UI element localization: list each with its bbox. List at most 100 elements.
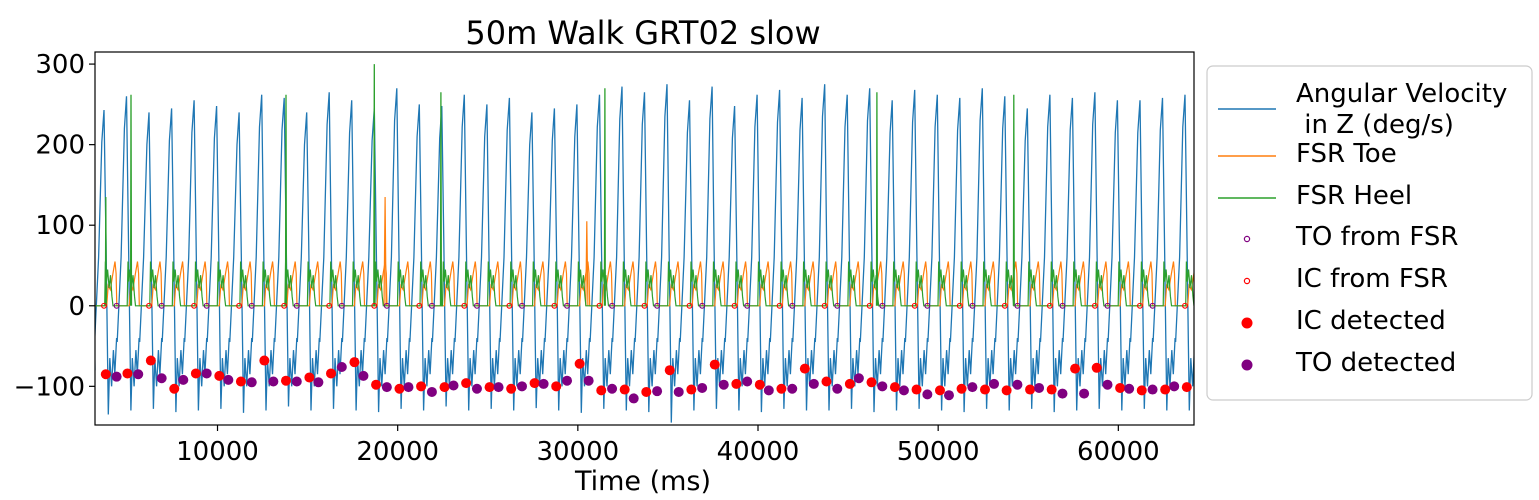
ic-from-fsr-point bbox=[911, 302, 918, 309]
to-detected-point bbox=[336, 361, 347, 372]
ic-detected-point bbox=[484, 382, 495, 393]
to-from-fsr-point bbox=[113, 302, 120, 309]
y-axis: −100 0 100 200 300 bbox=[14, 50, 95, 402]
to-detected-point bbox=[493, 382, 504, 393]
legend-label: TO detected bbox=[1295, 348, 1456, 378]
x-tick-label: 20000 bbox=[356, 437, 439, 467]
ic-detected-point bbox=[190, 368, 201, 379]
to-detected-point bbox=[967, 382, 978, 393]
ic-from-fsr-point bbox=[101, 302, 107, 309]
to-from-fsr-point bbox=[428, 302, 435, 309]
ic-from-fsr-point bbox=[956, 302, 963, 309]
to-detected-point bbox=[1034, 382, 1045, 393]
to-detected-point bbox=[808, 378, 819, 389]
legend-label: Angular Velocity in Z (deg/s) bbox=[1296, 79, 1507, 140]
to-detected-point bbox=[133, 369, 144, 380]
to-detected-point bbox=[156, 373, 167, 384]
legend-label: IC detected bbox=[1296, 306, 1446, 336]
ic-detected-point bbox=[326, 368, 337, 379]
ic-detected-point bbox=[1115, 382, 1126, 393]
ic-detected-point bbox=[980, 384, 991, 395]
ic-from-fsr-point bbox=[1137, 302, 1143, 309]
ic-detected-point bbox=[461, 378, 472, 389]
ic-detected-point bbox=[776, 383, 787, 394]
to-detected-point bbox=[516, 381, 527, 392]
fsr-heel-spike bbox=[373, 64, 376, 306]
to-detected-point bbox=[201, 368, 212, 379]
to-from-fsr-point bbox=[1104, 302, 1111, 309]
legend-box bbox=[1206, 65, 1533, 401]
ic-from-fsr-point bbox=[1001, 302, 1008, 309]
to-from-fsr-point bbox=[1059, 302, 1066, 309]
ic-detected-point bbox=[304, 372, 315, 383]
ic-detected-point bbox=[214, 370, 225, 381]
fsr-heel-spike bbox=[439, 92, 443, 306]
to-detected-point bbox=[562, 375, 573, 386]
to-from-fsr-point bbox=[1014, 302, 1021, 309]
legend-marker bbox=[1241, 317, 1253, 329]
to-detected-point bbox=[607, 383, 618, 394]
ic-detected-point bbox=[664, 365, 675, 376]
x-tick-label: 60000 bbox=[1077, 437, 1160, 467]
to-from-fsr-point bbox=[519, 302, 525, 309]
ic-detected-point bbox=[1025, 384, 1036, 395]
ic-from-fsr-point bbox=[281, 302, 288, 309]
ic-detected-point bbox=[122, 368, 133, 379]
plot-frame bbox=[94, 51, 1195, 426]
ic-detected-point bbox=[371, 379, 382, 390]
ic-detected-point bbox=[394, 383, 405, 394]
ic-detected-point bbox=[686, 384, 697, 395]
to-detected-point bbox=[697, 382, 708, 393]
y-tick-label: 300 bbox=[35, 50, 85, 80]
legend-label: IC from FSR bbox=[1296, 264, 1448, 294]
to-from-fsr-point bbox=[654, 302, 661, 309]
ic-detected-point bbox=[439, 382, 450, 393]
to-detected-point bbox=[1012, 379, 1023, 390]
ic-detected-point bbox=[619, 384, 630, 395]
ic-detected-point bbox=[709, 359, 720, 370]
x-tick-label: 50000 bbox=[897, 437, 980, 467]
ic-from-fsr-point bbox=[461, 302, 468, 309]
ic-detected-point bbox=[349, 357, 360, 368]
ic-detected-point bbox=[1091, 362, 1102, 373]
ic-from-fsr-point bbox=[506, 302, 513, 309]
ic-from-fsr-point bbox=[821, 302, 828, 309]
ic-detected-point bbox=[259, 355, 270, 366]
to-detected-point bbox=[313, 377, 324, 388]
ic-from-fsr-point bbox=[641, 302, 648, 309]
to-from-fsr-point bbox=[744, 302, 751, 309]
ic-detected-point bbox=[100, 369, 111, 380]
to-from-fsr-point bbox=[473, 302, 480, 309]
ic-detected-point bbox=[574, 358, 585, 369]
ic-detected-point bbox=[956, 383, 967, 394]
to-detected-point bbox=[448, 380, 459, 391]
to-detected-point bbox=[223, 374, 234, 385]
to-detected-point bbox=[1102, 379, 1113, 390]
legend-marker bbox=[1241, 359, 1253, 371]
ic-detected-point bbox=[641, 386, 652, 397]
to-detected-point bbox=[652, 386, 663, 397]
to-detected-point bbox=[628, 393, 639, 404]
legend-label: TO from FSR bbox=[1295, 222, 1458, 252]
points-layer bbox=[100, 302, 1192, 404]
to-from-fsr-point bbox=[1149, 302, 1156, 309]
chart-title: 50m Walk GRT02 slow bbox=[465, 14, 820, 52]
ic-from-fsr-point bbox=[866, 302, 873, 309]
ic-detected-point bbox=[416, 381, 427, 392]
to-detected-point bbox=[1057, 388, 1068, 399]
ic-from-fsr-point bbox=[551, 302, 558, 309]
ic-from-fsr-point bbox=[776, 302, 783, 309]
ic-detected-point bbox=[889, 382, 900, 393]
to-from-fsr-point bbox=[879, 302, 886, 309]
ic-detected-point bbox=[934, 385, 945, 396]
ic-from-fsr-point bbox=[191, 302, 198, 309]
to-detected-point bbox=[718, 379, 729, 390]
ic-from-fsr-point bbox=[596, 302, 603, 309]
to-detected-point bbox=[898, 385, 909, 396]
ic-detected-point bbox=[551, 381, 562, 392]
to-detected-point bbox=[943, 390, 954, 401]
to-from-fsr-point bbox=[789, 302, 796, 309]
ic-from-fsr-point bbox=[686, 302, 693, 309]
ic-detected-point bbox=[866, 377, 877, 388]
ic-detected-point bbox=[506, 383, 517, 394]
